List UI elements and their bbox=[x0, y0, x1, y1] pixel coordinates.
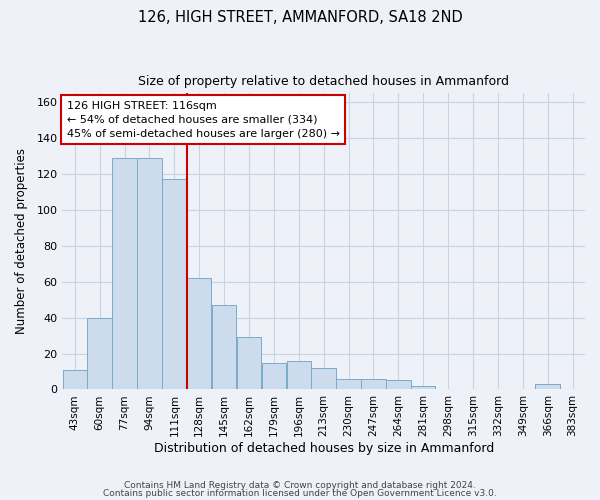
Bar bbox=[112, 158, 137, 390]
Bar bbox=[187, 278, 211, 390]
Bar bbox=[411, 386, 436, 390]
Y-axis label: Number of detached properties: Number of detached properties bbox=[15, 148, 28, 334]
X-axis label: Distribution of detached houses by size in Ammanford: Distribution of detached houses by size … bbox=[154, 442, 494, 455]
Bar bbox=[212, 305, 236, 390]
Text: 126, HIGH STREET, AMMANFORD, SA18 2ND: 126, HIGH STREET, AMMANFORD, SA18 2ND bbox=[137, 10, 463, 25]
Bar bbox=[535, 384, 560, 390]
Bar bbox=[311, 368, 336, 390]
Text: Contains HM Land Registry data © Crown copyright and database right 2024.: Contains HM Land Registry data © Crown c… bbox=[124, 481, 476, 490]
Text: 126 HIGH STREET: 116sqm
← 54% of detached houses are smaller (334)
45% of semi-d: 126 HIGH STREET: 116sqm ← 54% of detache… bbox=[67, 100, 340, 138]
Text: Contains public sector information licensed under the Open Government Licence v3: Contains public sector information licen… bbox=[103, 488, 497, 498]
Bar bbox=[62, 370, 87, 390]
Bar bbox=[162, 180, 187, 390]
Bar bbox=[361, 378, 386, 390]
Bar bbox=[137, 158, 161, 390]
Bar bbox=[237, 338, 261, 390]
Bar bbox=[386, 380, 410, 390]
Bar bbox=[337, 378, 361, 390]
Bar bbox=[287, 360, 311, 390]
Bar bbox=[88, 318, 112, 390]
Bar bbox=[262, 362, 286, 390]
Title: Size of property relative to detached houses in Ammanford: Size of property relative to detached ho… bbox=[138, 75, 509, 88]
